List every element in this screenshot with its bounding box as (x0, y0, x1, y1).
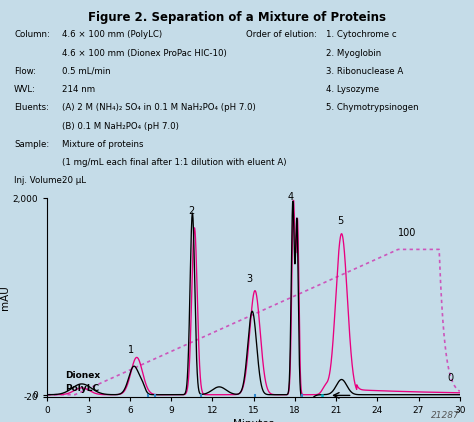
Text: Mixture of proteins: Mixture of proteins (62, 140, 143, 149)
Text: Dionex: Dionex (65, 371, 100, 380)
Text: 2. Myoglobin: 2. Myoglobin (326, 49, 381, 58)
Text: 1: 1 (128, 346, 134, 355)
Text: Figure 2. Separation of a Mixture of Proteins: Figure 2. Separation of a Mixture of Pro… (88, 11, 386, 24)
Text: Eluents:: Eluents: (14, 103, 49, 112)
Text: 4.6 × 100 mm (PolyLC): 4.6 × 100 mm (PolyLC) (62, 30, 162, 39)
Text: 0: 0 (447, 373, 453, 383)
Text: 5: 5 (337, 216, 343, 226)
Text: (B) 0.1 M NaH₂PO₄ (pH 7.0): (B) 0.1 M NaH₂PO₄ (pH 7.0) (62, 122, 179, 130)
Text: 3: 3 (246, 274, 253, 284)
Text: 4. Lysozyme: 4. Lysozyme (326, 85, 379, 94)
X-axis label: Minutes: Minutes (233, 419, 274, 422)
Text: (A) 2 M (NH₄)₂ SO₄ in 0.1 M NaH₂PO₄ (pH 7.0): (A) 2 M (NH₄)₂ SO₄ in 0.1 M NaH₂PO₄ (pH … (62, 103, 255, 112)
Text: Column:: Column: (14, 30, 50, 39)
Text: Flow:: Flow: (14, 67, 36, 76)
Text: 3. Ribonuclease A: 3. Ribonuclease A (326, 67, 403, 76)
Text: 100: 100 (398, 227, 417, 238)
Text: 20 μL: 20 μL (62, 176, 86, 185)
Text: 21287: 21287 (431, 411, 460, 420)
Text: 2: 2 (189, 206, 195, 216)
Text: 5. Chymotrypsinogen: 5. Chymotrypsinogen (326, 103, 419, 112)
Text: Sample:: Sample: (14, 140, 49, 149)
Text: Inj. Volume:: Inj. Volume: (14, 176, 65, 185)
Text: 4.6 × 100 mm (Dionex ProPac HIC-10): 4.6 × 100 mm (Dionex ProPac HIC-10) (62, 49, 227, 58)
Text: (1 mg/mL each final after 1:1 dilution with eluent A): (1 mg/mL each final after 1:1 dilution w… (62, 158, 286, 167)
Text: PolyLC: PolyLC (65, 384, 100, 393)
Text: 214 nm: 214 nm (62, 85, 95, 94)
Text: 1. Cytochrome c: 1. Cytochrome c (326, 30, 396, 39)
Y-axis label: mAU: mAU (0, 285, 10, 310)
Text: Order of elution:: Order of elution: (246, 30, 317, 39)
Text: WVL:: WVL: (14, 85, 36, 94)
Text: 4: 4 (288, 192, 294, 202)
Text: 0.5 mL/min: 0.5 mL/min (62, 67, 110, 76)
